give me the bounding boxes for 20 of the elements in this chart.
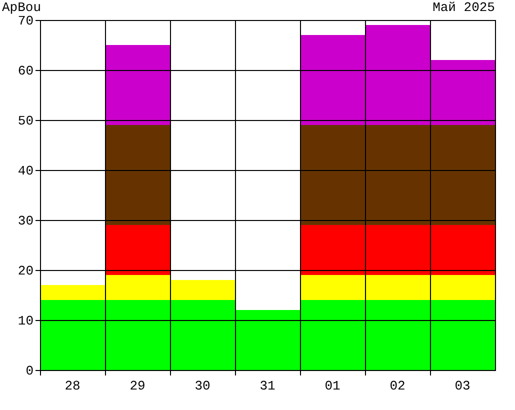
y-tick-label: 70	[18, 14, 34, 28]
x-tick-label: 29	[130, 378, 146, 394]
x-tick-label: 28	[64, 378, 80, 394]
y-tick-label: 50	[18, 114, 34, 128]
y-tick-label: 60	[18, 64, 34, 78]
x-tick-label: 31	[260, 378, 276, 394]
x-tick-label: 30	[194, 378, 210, 394]
bar	[105, 225, 170, 275]
y-tick-label: 10	[18, 314, 34, 328]
y-tick-label: 0	[26, 364, 34, 378]
y-tick-label: 30	[18, 214, 34, 228]
bar	[105, 45, 170, 125]
chart-title: ApBou	[2, 0, 42, 15]
x-tick-label: 02	[390, 378, 406, 394]
y-tick-label: 20	[18, 264, 34, 278]
x-tick-label: 03	[454, 378, 470, 394]
x-tick-label: 01	[324, 378, 340, 394]
y-tick-label: 40	[18, 164, 34, 178]
bar	[105, 125, 170, 225]
chart-subtitle: Май 2025	[432, 0, 495, 15]
